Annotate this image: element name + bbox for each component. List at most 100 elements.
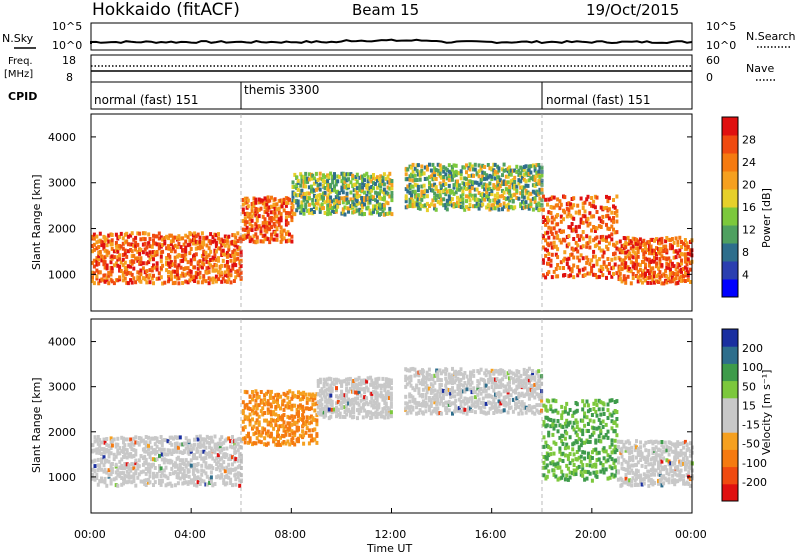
power-echo-cell (404, 172, 408, 177)
power-echo-cell (593, 194, 597, 199)
power-echo-cell (306, 196, 310, 200)
power-echo-cell (103, 238, 107, 243)
velocity-echo-cell (472, 373, 476, 378)
power-echo-cell (434, 207, 438, 212)
power-echo-cell (647, 257, 651, 262)
velocity-echo-cell (411, 399, 415, 404)
power-echo-cell (597, 268, 601, 273)
velocity-echo-cell (307, 433, 311, 438)
power-echo-cell (670, 237, 674, 241)
velocity-echo-cell (579, 470, 583, 475)
nsearch-label: N.Search (746, 30, 796, 43)
power-echo-cell (343, 172, 347, 177)
velocity-echo-cell (547, 430, 551, 435)
velocity-echo-cell (497, 390, 501, 395)
velocity-echo-cell (150, 450, 154, 455)
velocity-echo-cell (502, 389, 506, 394)
velocity-echo-cell (93, 439, 97, 444)
velocity-echo-cell (501, 368, 505, 373)
power-echo-cell (404, 194, 408, 199)
velocity-echo-cell (370, 394, 374, 399)
power-echo-cell (413, 189, 417, 194)
velocity-echo-cell (196, 475, 200, 480)
velocity-echo-cell (445, 392, 449, 397)
power-echo-cell (196, 280, 200, 285)
nsky-label: N.Sky (2, 32, 34, 45)
velocity-echo-cell (517, 378, 521, 383)
power-echo-cell (513, 168, 517, 173)
power-echo-cell (307, 202, 311, 207)
power-echo-cell (620, 258, 624, 263)
power-echo-cell (615, 194, 619, 199)
power-echo-cell (549, 229, 553, 234)
power-echo-cell (286, 200, 290, 205)
velocity-echo-cell (585, 463, 589, 468)
velocity-echo-cell (307, 415, 311, 420)
power-echo-cell (349, 180, 353, 185)
velocity-echo-cell (139, 479, 143, 484)
velocity-echo-cell (425, 376, 429, 381)
power-echo-cell (241, 207, 245, 212)
velocity-echo-cell (581, 399, 585, 404)
power-echo-cell (493, 172, 497, 176)
velocity-echo-cell (354, 385, 358, 390)
power-echo-cell (635, 246, 638, 251)
velocity-echo-cell (669, 461, 673, 466)
velocity-echo-cell (409, 404, 413, 409)
velocity-echo-cell (409, 383, 413, 388)
power-echo-cell (572, 237, 576, 241)
velocity-echo-cell (114, 470, 118, 475)
velocity-echo-cell (153, 480, 157, 485)
power-echo-cell (347, 209, 350, 214)
power-echo-cell (97, 261, 101, 266)
velocity-echo-cell (639, 473, 643, 478)
power-echo-cell (363, 212, 366, 216)
velocity-echo-cell (325, 387, 329, 392)
velocity-echo-cell (255, 395, 259, 400)
velocity-echo-cell (109, 478, 113, 483)
velocity-echo-cell (370, 415, 374, 420)
velocity-y-tick-label: 1000 (48, 471, 76, 484)
power-echo-cell (110, 279, 114, 284)
power-echo-cell (234, 243, 238, 248)
velocity-echo-cell (674, 465, 678, 470)
power-echo-cell (275, 219, 279, 224)
power-echo-cell (366, 182, 370, 187)
velocity-echo-cell (599, 428, 603, 433)
velocity-echo-cell (658, 478, 662, 483)
power-echo-cell (336, 179, 340, 184)
velocity-echo-cell (417, 390, 421, 395)
velocity-echo-cell (453, 380, 457, 385)
velocity-echo-cell (688, 483, 692, 488)
velocity-echo-cell (257, 432, 261, 437)
power-echo-cell (186, 243, 190, 248)
power-echo-cell (465, 181, 468, 186)
velocity-echo-cell (340, 400, 344, 405)
power-echo-cell (91, 244, 94, 248)
velocity-echo-cell (415, 383, 419, 388)
power-echo-cell (98, 249, 102, 254)
power-echo-cell (257, 208, 261, 212)
power-echo-cell (343, 176, 347, 181)
power-echo-cell (171, 245, 175, 250)
power-echo-cell (465, 187, 468, 191)
power-echo-cell (459, 205, 463, 209)
power-echo-cell (633, 251, 637, 256)
velocity-echo-cell (98, 466, 102, 470)
velocity-echo-cell (318, 407, 322, 412)
power-echo-cell (662, 249, 666, 253)
velocity-echo-cell (297, 439, 300, 444)
velocity-echo-cell (200, 472, 204, 477)
power-echo-cell (121, 271, 125, 276)
power-echo-cell (595, 242, 599, 247)
power-echo-cell (273, 230, 277, 235)
velocity-echo-cell (388, 380, 391, 385)
velocity-echo-cell (575, 433, 579, 438)
velocity-echo-cell (345, 377, 349, 382)
velocity-echo-cell (370, 403, 374, 408)
power-echo-cell (98, 231, 102, 236)
velocity-echo-cell (549, 418, 553, 422)
velocity-echo-cell (345, 382, 349, 387)
power-echo-cell (340, 196, 344, 201)
power-echo-cell (103, 235, 107, 240)
